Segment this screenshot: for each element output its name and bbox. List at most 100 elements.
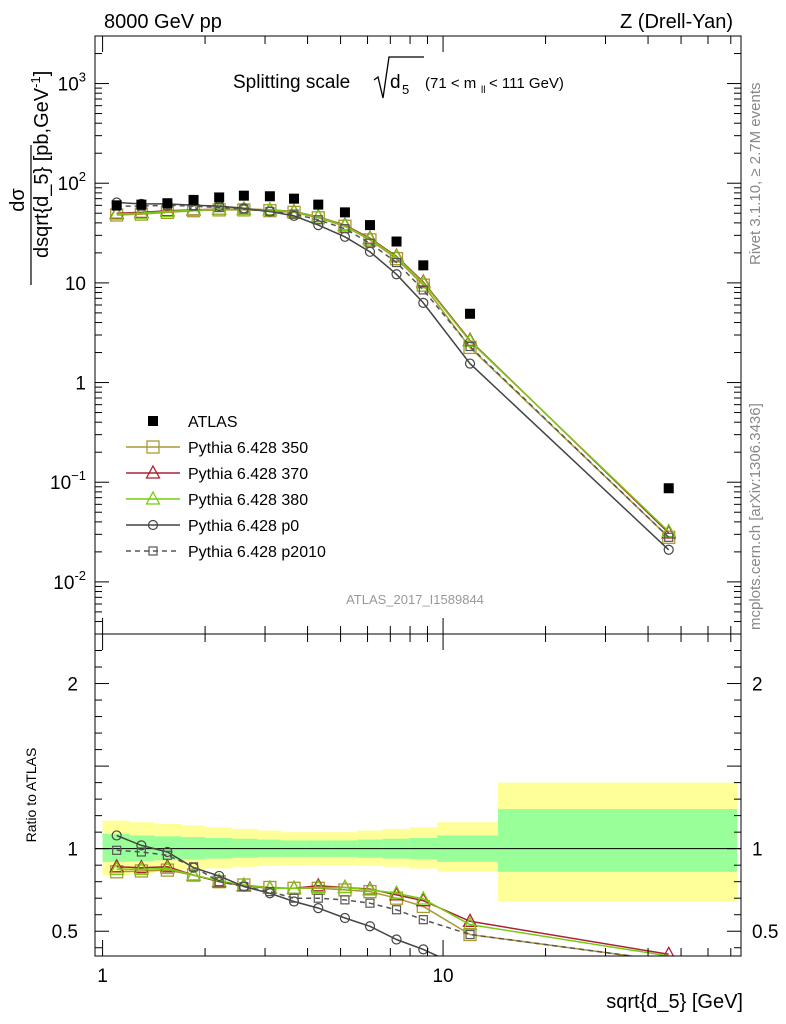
main-series-layer	[109, 190, 677, 555]
ratio-series-point	[289, 893, 299, 903]
series-atlas-data	[111, 190, 674, 494]
sqrt-symbol-icon	[373, 56, 424, 99]
atlas-data-point	[364, 220, 375, 231]
x-tick-label: 10	[432, 966, 453, 987]
series-line	[116, 204, 670, 538]
ratio-series-point	[133, 860, 149, 875]
series-point	[133, 204, 149, 219]
title-symbol: d	[390, 72, 401, 93]
ratio-series-point	[415, 892, 431, 907]
title-cut-right: < 111 GeV)	[489, 75, 564, 92]
header-energy: 8000 GeV pp	[104, 11, 222, 33]
series-point	[109, 205, 125, 220]
series-point	[391, 269, 402, 280]
ratio-series-point	[313, 903, 324, 914]
ratio-series-point	[310, 879, 326, 894]
x-tick-label: 1	[97, 966, 108, 987]
title-cut-sub: ll	[481, 85, 485, 96]
ratio-series-point	[112, 845, 122, 855]
ratio-y-tick-label-left: 2	[67, 675, 78, 696]
ratio-series-point	[310, 877, 326, 892]
ratio-series-point	[365, 898, 375, 908]
atlas-data-point	[663, 483, 674, 494]
legend-marker	[148, 546, 158, 556]
series-point	[661, 524, 677, 539]
main-y-tick-label: 102	[58, 169, 86, 195]
y-label-numerator: dσ	[7, 188, 29, 212]
series-point	[464, 358, 476, 369]
atlas-data-point	[136, 199, 147, 210]
series-point	[313, 215, 323, 225]
ratio-series-point	[286, 879, 302, 894]
series-point	[415, 274, 431, 289]
ratio-series-point	[265, 886, 275, 897]
ratio-y-axis-label: Ratio to ATLAS	[23, 748, 39, 843]
atlas-data-point	[391, 236, 402, 247]
plot-title: Splitting scale d 5 (71 < m ll < 111 GeV…	[233, 56, 564, 99]
legend: ATLAS Pythia 6.428 350 Pythia 6.428 370 Pyt…	[126, 414, 326, 561]
ratio-series-point	[462, 916, 478, 931]
series-point	[418, 285, 428, 295]
ratio-series-point	[214, 877, 224, 887]
title-symbol-sub: 5	[402, 82, 409, 97]
atlas-data-point	[188, 194, 199, 205]
ratio-series-point	[214, 870, 225, 882]
legend-item-pythia-6-428-350: Pythia 6.428 350	[126, 440, 308, 457]
legend-label: Pythia 6.428 370	[188, 466, 308, 483]
series-point	[159, 203, 175, 218]
series-point	[362, 230, 378, 245]
legend-item-atlas: ATLAS	[148, 414, 238, 431]
legend-item-pythia-6-428-380: Pythia 6.428 380	[126, 490, 308, 509]
atlas-data-point	[238, 190, 249, 201]
series-point	[185, 201, 202, 216]
y-label-denominator: dsqrt{d_5} [pb,GeV-1]	[28, 71, 53, 258]
legend-marker	[145, 490, 161, 505]
legend-marker	[145, 464, 161, 479]
ratio-series-point	[162, 850, 172, 860]
legend-label: Pythia 6.428 p2010	[188, 544, 326, 561]
ratio-series-point	[362, 881, 378, 896]
title-cut-left: (71 < m	[425, 75, 476, 92]
legend-label: Pythia 6.428 p0	[188, 518, 299, 535]
ratio-series-point	[136, 847, 146, 857]
legend-label: Pythia 6.428 350	[188, 440, 308, 457]
main-y-axis-label: dσ dsqrt{d_5} [pb,GeV-1]	[7, 71, 53, 285]
main-y-tick-label: 103	[58, 70, 86, 96]
axes-layer: 10-2 10−1 1 10 102 103 1 10 0.5 0.5 1 1 2 2	[50, 35, 778, 987]
ratio-y-tick-label-left: 1	[67, 840, 78, 861]
atlas-data-point	[313, 199, 324, 210]
series-point	[239, 204, 249, 214]
green-band-bin	[498, 809, 738, 872]
ratio-y-tick-label-right: 0.5	[752, 922, 778, 943]
series-point	[313, 220, 324, 231]
main-y-tick-label: 10-2	[53, 568, 86, 594]
atlas-data-point	[289, 193, 300, 204]
ratio-series-line	[116, 849, 637, 956]
legend-label: ATLAS	[188, 414, 238, 431]
rivet-label: Rivet 3.1.10, ≥ 2.7M events	[747, 83, 764, 266]
series-point	[340, 224, 350, 234]
atlas-data-point	[465, 308, 476, 319]
legend-marker-atlas	[148, 416, 158, 426]
ratio-series-point	[339, 912, 351, 924]
analysis-watermark: ATLAS_2017_I1589844	[346, 592, 484, 607]
series-point	[265, 206, 275, 217]
title-main: Splitting scale	[233, 72, 350, 93]
atlas-data-point	[162, 198, 173, 209]
ratio-series-point	[340, 895, 350, 905]
ratio-series-point	[111, 830, 122, 841]
x-axis-label: sqrt{d_5} [GeV]	[606, 991, 743, 1013]
ratio-series-point	[462, 912, 478, 927]
ratio-series-pythia-6-428-p2010	[112, 845, 637, 956]
green-band-bin	[102, 833, 130, 862]
ratio-series-point	[136, 840, 147, 851]
atlas-data-point	[264, 191, 275, 202]
legend-marker	[146, 440, 160, 454]
legend-item-pythia-6-428-p2010: Pythia 6.428 p2010	[126, 544, 326, 561]
ratio-series-point	[109, 860, 125, 875]
ratio-series-point	[415, 890, 431, 905]
ratio-series-point	[364, 921, 376, 932]
series-point	[663, 544, 674, 555]
ratio-series-point	[391, 934, 402, 945]
